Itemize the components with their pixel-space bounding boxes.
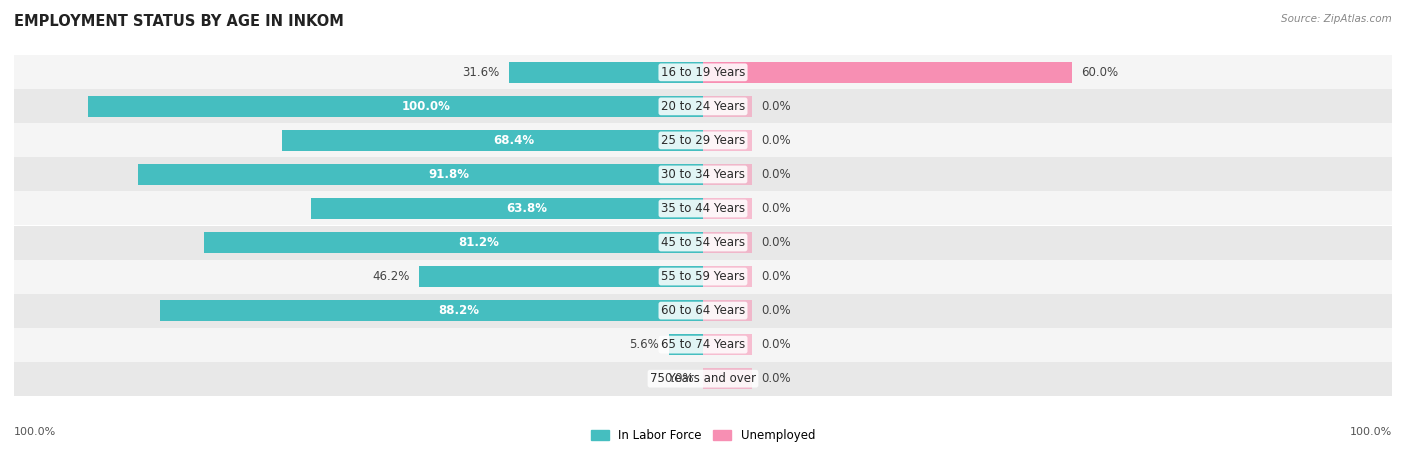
Text: 100.0%: 100.0% (14, 428, 56, 437)
Bar (703, 62, 1073, 83)
Bar (160, 300, 703, 321)
Bar (703, 334, 752, 355)
Text: 0.0%: 0.0% (762, 100, 792, 113)
Bar (14, 124, 1392, 157)
Bar (14, 192, 1392, 226)
Bar (703, 130, 752, 151)
Bar (138, 164, 703, 185)
Bar (509, 62, 703, 83)
Text: 16 to 19 Years: 16 to 19 Years (661, 66, 745, 79)
Bar (703, 96, 752, 117)
Text: 81.2%: 81.2% (458, 236, 499, 249)
Text: 0.0%: 0.0% (664, 372, 693, 385)
Bar (14, 294, 1392, 327)
Text: 5.6%: 5.6% (630, 338, 659, 351)
Text: 45 to 54 Years: 45 to 54 Years (661, 236, 745, 249)
Text: 0.0%: 0.0% (762, 134, 792, 147)
Text: 46.2%: 46.2% (373, 270, 409, 283)
Bar (204, 232, 703, 253)
Text: 0.0%: 0.0% (762, 372, 792, 385)
Bar (14, 55, 1392, 89)
Bar (703, 164, 752, 185)
Bar (703, 266, 752, 287)
Bar (14, 259, 1392, 294)
Text: EMPLOYMENT STATUS BY AGE IN INKOM: EMPLOYMENT STATUS BY AGE IN INKOM (14, 14, 344, 28)
Text: 65 to 74 Years: 65 to 74 Years (661, 338, 745, 351)
Text: 60 to 64 Years: 60 to 64 Years (661, 304, 745, 317)
Bar (703, 300, 752, 321)
Text: 35 to 44 Years: 35 to 44 Years (661, 202, 745, 215)
Bar (703, 198, 752, 219)
Text: 100.0%: 100.0% (1350, 428, 1392, 437)
Text: Source: ZipAtlas.com: Source: ZipAtlas.com (1281, 14, 1392, 23)
Text: 0.0%: 0.0% (762, 202, 792, 215)
Bar (87, 96, 703, 117)
Text: 0.0%: 0.0% (762, 304, 792, 317)
Bar (669, 334, 703, 355)
Text: 0.0%: 0.0% (762, 338, 792, 351)
Text: 55 to 59 Years: 55 to 59 Years (661, 270, 745, 283)
Text: 0.0%: 0.0% (762, 168, 792, 181)
Text: 20 to 24 Years: 20 to 24 Years (661, 100, 745, 113)
Text: 30 to 34 Years: 30 to 34 Years (661, 168, 745, 181)
Bar (311, 198, 703, 219)
Text: 0.0%: 0.0% (762, 270, 792, 283)
Text: 91.8%: 91.8% (429, 168, 470, 181)
Text: 100.0%: 100.0% (402, 100, 451, 113)
Bar (14, 226, 1392, 259)
Text: 31.6%: 31.6% (463, 66, 499, 79)
Bar (14, 89, 1392, 124)
Bar (419, 266, 703, 287)
Bar (703, 232, 752, 253)
Bar (14, 327, 1392, 362)
Text: 63.8%: 63.8% (506, 202, 547, 215)
Text: 75 Years and over: 75 Years and over (650, 372, 756, 385)
Text: 0.0%: 0.0% (762, 236, 792, 249)
Text: 60.0%: 60.0% (1081, 66, 1118, 79)
Bar (14, 157, 1392, 192)
Text: 68.4%: 68.4% (494, 134, 534, 147)
Text: 88.2%: 88.2% (439, 304, 479, 317)
Bar (703, 368, 752, 389)
Legend: In Labor Force, Unemployed: In Labor Force, Unemployed (586, 424, 820, 447)
Bar (283, 130, 703, 151)
Bar (14, 362, 1392, 396)
Text: 25 to 29 Years: 25 to 29 Years (661, 134, 745, 147)
